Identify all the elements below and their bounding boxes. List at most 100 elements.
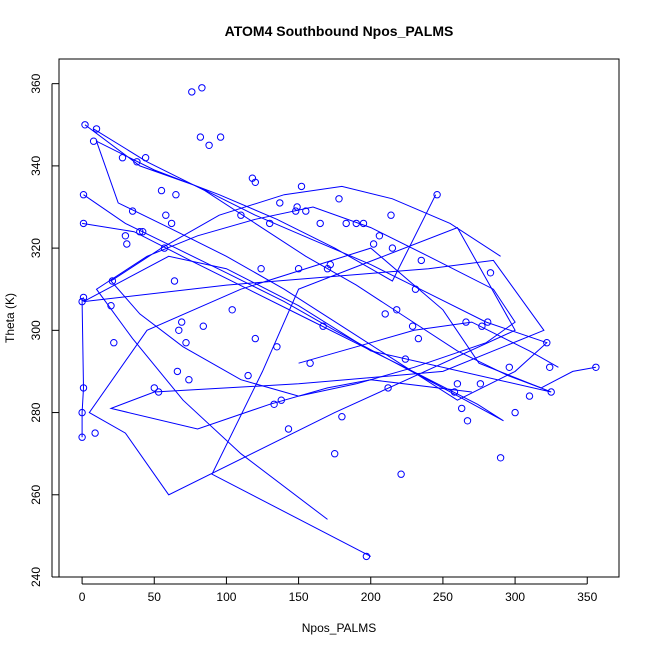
data-point <box>319 322 327 330</box>
data-point <box>188 88 196 96</box>
data-point <box>546 363 554 371</box>
data-point <box>139 228 147 236</box>
x-tick-label: 100 <box>216 590 236 604</box>
data-point <box>172 191 180 199</box>
y-tick-label: 280 <box>29 402 43 422</box>
data-point <box>251 334 260 343</box>
data-point <box>306 359 314 367</box>
y-tick-label: 320 <box>29 238 43 258</box>
data-point <box>237 211 245 219</box>
x-tick-label: 50 <box>148 590 162 604</box>
data-point <box>450 388 459 396</box>
data-point <box>462 318 470 326</box>
data-point <box>78 408 86 417</box>
data-point <box>316 219 324 228</box>
data-point <box>486 269 495 277</box>
series-line-7 <box>298 321 559 368</box>
data-point <box>484 318 492 326</box>
data-point <box>123 240 131 248</box>
y-tick-label: 360 <box>29 73 43 93</box>
data-point <box>92 125 101 133</box>
data-point <box>270 400 278 408</box>
data-point <box>388 244 397 252</box>
data-point <box>302 207 310 215</box>
data-point <box>338 413 346 421</box>
data-point <box>547 388 555 396</box>
data-point <box>505 363 513 371</box>
x-tick-label: 300 <box>505 590 525 604</box>
data-point <box>277 396 285 404</box>
data-point <box>369 240 378 248</box>
data-point <box>182 339 190 347</box>
data-point <box>496 454 505 462</box>
data-point <box>381 310 389 318</box>
data-point <box>175 326 183 334</box>
data-point <box>199 322 208 330</box>
data-point <box>91 429 99 437</box>
y-axis-label: Theta (K) <box>3 293 17 343</box>
data-point <box>251 178 260 187</box>
x-tick-label: 150 <box>289 590 309 604</box>
x-tick-label: 0 <box>79 590 86 604</box>
x-tick-label: 200 <box>361 590 381 604</box>
data-point <box>79 293 88 302</box>
data-point <box>167 219 176 228</box>
series-line-3 <box>84 124 548 401</box>
data-point <box>160 244 169 252</box>
data-point <box>359 219 368 228</box>
plot-frame <box>58 58 620 578</box>
data-point <box>133 158 141 166</box>
y-tick-label: 340 <box>29 156 43 176</box>
data-point <box>266 219 274 228</box>
data-point <box>244 371 252 380</box>
data-point <box>408 322 417 330</box>
data-point <box>108 277 117 285</box>
data-point <box>118 154 127 162</box>
y-axis: 240 260 280 300 320 340 360 <box>29 73 59 587</box>
data-point <box>196 133 205 141</box>
data-point <box>79 384 88 392</box>
data-point <box>78 433 86 441</box>
data-point <box>411 285 420 293</box>
data-point <box>375 232 384 240</box>
data-point <box>216 133 225 141</box>
data-point <box>89 137 98 145</box>
data-point <box>107 302 115 310</box>
data-point <box>401 355 410 363</box>
y-tick-label: 300 <box>29 320 43 340</box>
series-line-6 <box>93 128 596 389</box>
plot-points <box>78 84 600 561</box>
series-line-1 <box>83 226 552 557</box>
data-point <box>294 265 303 273</box>
data-point <box>463 417 472 425</box>
data-point <box>352 219 360 228</box>
x-axis-label: Npos_PALMS <box>302 621 376 635</box>
data-point <box>592 363 600 371</box>
data-point <box>543 339 551 347</box>
data-point <box>78 297 86 306</box>
y-tick-label: 260 <box>29 484 43 504</box>
data-point <box>476 380 485 388</box>
data-point <box>157 186 166 195</box>
data-point <box>525 392 534 400</box>
series-line-4 <box>82 194 504 422</box>
plot-lines <box>81 124 596 557</box>
x-tick-label: 350 <box>577 590 597 604</box>
data-point <box>478 322 486 330</box>
series-line-2 <box>95 185 516 520</box>
data-point <box>185 376 193 384</box>
data-point <box>205 141 213 150</box>
data-point <box>141 154 150 162</box>
data-point <box>458 404 466 413</box>
data-point <box>433 191 441 199</box>
x-tick-label: 250 <box>433 590 453 604</box>
data-point <box>79 219 88 228</box>
data-point <box>331 450 339 458</box>
data-point <box>257 265 265 273</box>
data-point <box>121 232 130 240</box>
data-point <box>136 228 144 236</box>
data-point <box>273 343 281 351</box>
data-point <box>128 207 137 215</box>
data-point <box>362 552 371 561</box>
